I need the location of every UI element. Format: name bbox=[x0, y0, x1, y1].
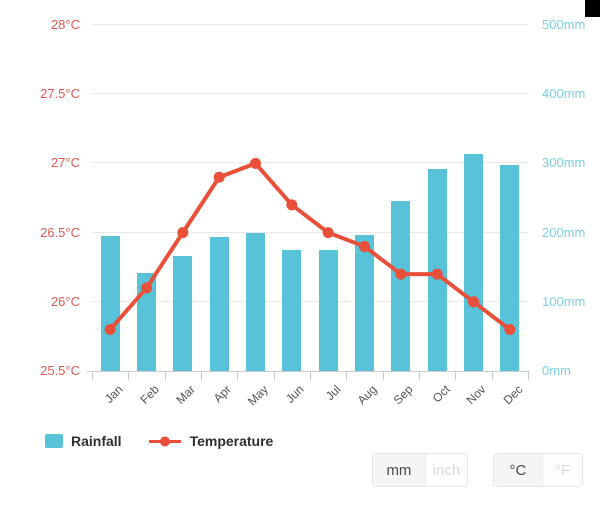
rainfall-bar-aug[interactable] bbox=[355, 234, 374, 371]
x-axis-tick bbox=[128, 371, 130, 380]
y-axis-temperature-label: 27.5°C bbox=[40, 86, 80, 102]
x-axis-tick bbox=[346, 371, 348, 380]
unit-celsius-button[interactable]: °C bbox=[494, 454, 542, 486]
y-axis-temperature-label: 27°C bbox=[50, 155, 80, 171]
legend-item-rainfall[interactable]: Rainfall bbox=[45, 433, 122, 449]
chart-legend: Rainfall Temperature bbox=[45, 433, 273, 449]
temperature-line-path bbox=[108, 161, 512, 332]
rainfall-bar-jul[interactable] bbox=[318, 249, 338, 371]
rainfall-bar-feb[interactable] bbox=[137, 272, 156, 371]
temp-unit-toggle: °C °F bbox=[493, 453, 583, 487]
gridline bbox=[92, 24, 528, 25]
temperature-point-jun[interactable] bbox=[286, 199, 298, 211]
x-axis-label-apr: Apr bbox=[211, 382, 235, 406]
gridline bbox=[92, 231, 528, 233]
x-axis-tick bbox=[419, 371, 420, 380]
x-axis-tick bbox=[164, 371, 166, 380]
temperature-point-apr[interactable] bbox=[213, 171, 225, 183]
x-axis-tick bbox=[92, 371, 93, 380]
temperature-point-aug[interactable] bbox=[359, 240, 370, 252]
temperature-line-dot-icon bbox=[148, 436, 181, 446]
x-axis-label-jun: Jun bbox=[283, 382, 308, 406]
temperature-point-oct[interactable] bbox=[431, 268, 443, 280]
x-axis-tick bbox=[273, 371, 275, 380]
rain-unit-toggle: mm inch bbox=[372, 453, 468, 487]
temperature-point-sep[interactable] bbox=[395, 268, 407, 280]
x-axis-label-nov: Nov bbox=[463, 382, 489, 408]
y-axis-rainfall-label: 0mm bbox=[542, 363, 571, 378]
x-axis-tick bbox=[455, 371, 457, 380]
x-axis-tick bbox=[491, 371, 493, 380]
temperature-point-dec[interactable] bbox=[504, 323, 516, 335]
unit-inch-button[interactable]: inch bbox=[424, 454, 467, 486]
rainfall-swatch-icon bbox=[45, 434, 63, 448]
black-corner-artifact bbox=[585, 0, 600, 17]
x-axis-tick bbox=[528, 371, 529, 380]
x-axis-label-feb: Feb bbox=[137, 382, 162, 407]
y-axis-temperature-label: 28°C bbox=[50, 17, 80, 32]
legend-temperature-label: Temperature bbox=[189, 433, 274, 449]
x-axis-label-sep: Sep bbox=[391, 382, 417, 408]
x-axis-line bbox=[87, 371, 530, 372]
y-axis-rainfall-label: 400mm bbox=[542, 86, 586, 102]
x-axis-label-dec: Dec bbox=[500, 382, 526, 408]
y-axis-rainfall-label: 100mm bbox=[542, 293, 586, 309]
y-axis-rainfall-label: 300mm bbox=[542, 155, 586, 171]
unit-mm-button[interactable]: mm bbox=[373, 454, 425, 486]
x-axis-label-may: May bbox=[244, 382, 271, 409]
x-axis-tick bbox=[382, 371, 384, 380]
rainfall-bar-dec[interactable] bbox=[500, 164, 520, 371]
gridline bbox=[92, 162, 528, 164]
temperature-line bbox=[104, 157, 516, 335]
x-axis-tick bbox=[310, 371, 311, 380]
gridline bbox=[92, 93, 528, 95]
rainfall-bar-jun[interactable] bbox=[282, 249, 302, 371]
x-axis-label-mar: Mar bbox=[173, 382, 199, 407]
x-axis-tick bbox=[201, 371, 202, 380]
rainfall-bar-nov[interactable] bbox=[464, 153, 483, 371]
temperature-point-mar[interactable] bbox=[177, 227, 189, 239]
y-axis-temperature-label: 26.5°C bbox=[40, 224, 80, 240]
temperature-point-jul[interactable] bbox=[322, 227, 334, 239]
temperature-point-may[interactable] bbox=[250, 157, 261, 169]
rainfall-bar-apr[interactable] bbox=[209, 237, 229, 371]
y-axis-rainfall-label: 200mm bbox=[542, 224, 586, 240]
x-axis-label-aug: Aug bbox=[354, 382, 380, 408]
temperature-point-jan[interactable] bbox=[104, 323, 116, 335]
unit-fahrenheit-button[interactable]: °F bbox=[541, 454, 582, 486]
x-axis-label-jan: Jan bbox=[101, 382, 126, 406]
x-axis-tick bbox=[237, 371, 239, 380]
rainfall-bar-sep[interactable] bbox=[391, 200, 411, 371]
y-axis-temperature-label: 26°C bbox=[50, 293, 80, 309]
rainfall-bar-jan[interactable] bbox=[100, 236, 120, 371]
x-axis-label-oct: Oct bbox=[429, 382, 453, 406]
x-axis-label-jul: Jul bbox=[322, 382, 344, 404]
y-axis-temperature-label: 25.5°C bbox=[40, 363, 80, 378]
legend-item-temperature[interactable]: Temperature bbox=[148, 433, 274, 449]
legend-rainfall-label: Rainfall bbox=[71, 433, 122, 449]
temperature-point-nov[interactable] bbox=[468, 296, 479, 308]
y-axis-rainfall-label: 500mm bbox=[542, 17, 586, 32]
rainfall-bar-mar[interactable] bbox=[173, 256, 193, 371]
rainfall-bar-may[interactable] bbox=[246, 232, 265, 371]
gridline bbox=[92, 300, 528, 302]
temperature-point-feb[interactable] bbox=[141, 282, 152, 294]
